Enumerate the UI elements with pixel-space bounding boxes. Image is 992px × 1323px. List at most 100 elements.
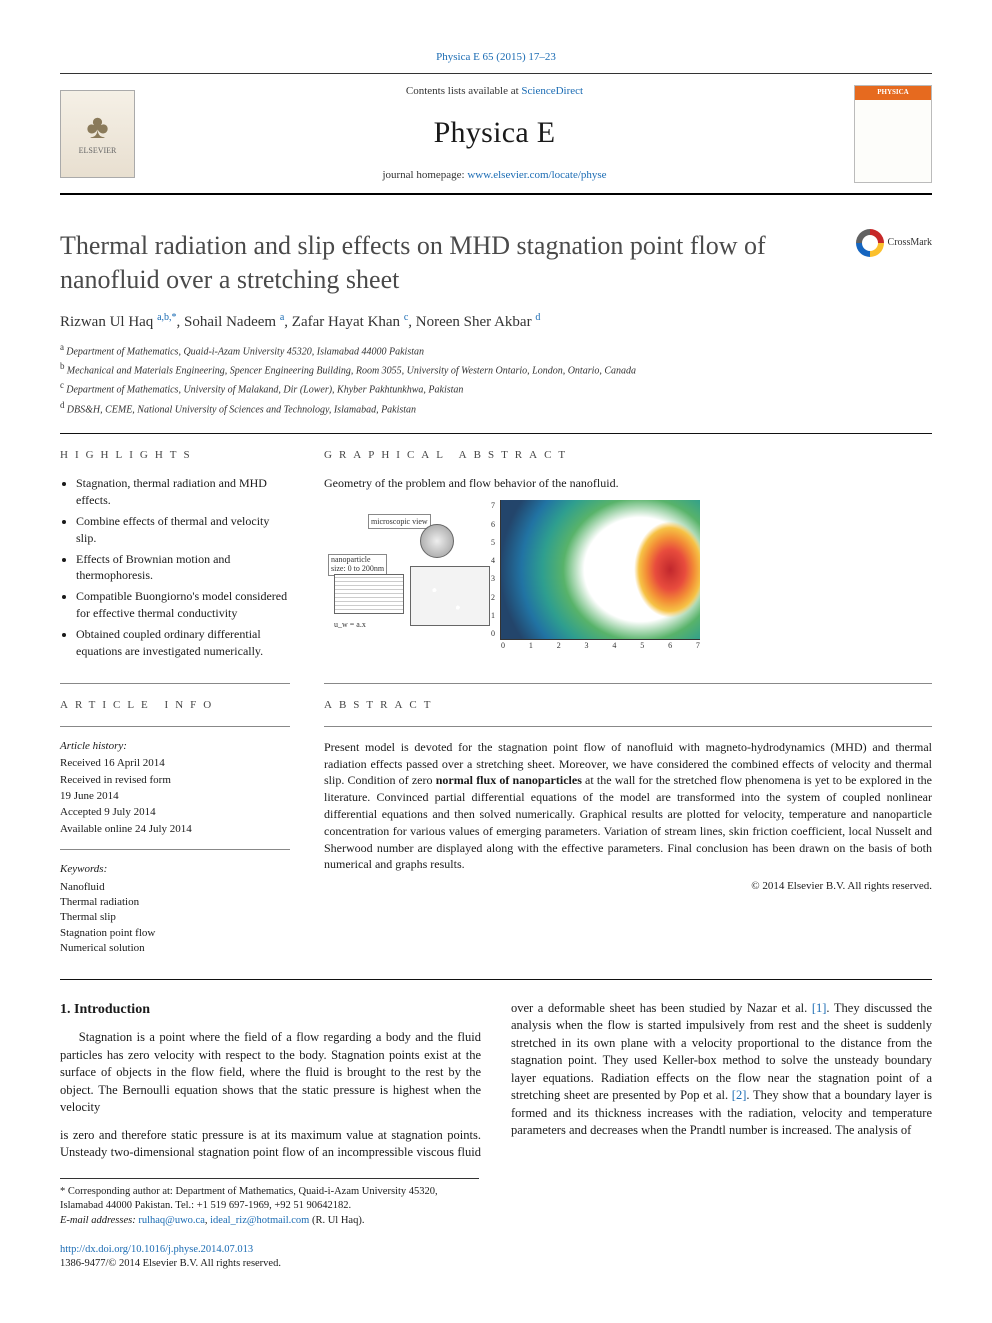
history-line: Received 16 April 2014 [60,756,290,771]
journal-name: Physica E [149,112,840,154]
xtick: 4 [612,640,616,651]
abstract-bold: normal flux of nanoparticles [436,773,582,787]
authors-line: Rizwan Ul Haq a,b,*, Sohail Nadeem a, Za… [60,311,932,333]
affiliation-line: d DBS&H, CEME, National University of Sc… [60,399,932,417]
email-line: E-mail addresses: rulhaq@uwo.ca, ideal_r… [60,1214,479,1229]
journal-cover-thumb: PHYSICA [854,85,932,183]
abstract-text: Present model is devoted for the stagnat… [324,739,932,873]
highlight-item: Compatible Buongiorno's model considered… [76,588,290,622]
keyword-item: Thermal radiation [60,895,290,910]
elsevier-tree-icon: ♣ [86,111,108,145]
ga-schematic: microscopic view nanoparticle size: 0 to… [324,510,494,630]
issn-line: 1386-9477/© 2014 Elsevier B.V. All right… [60,1257,932,1272]
header-center: Contents lists available at ScienceDirec… [149,84,840,183]
article-info-label: ARTICLE INFO [60,698,290,713]
ga-box-right [410,566,490,626]
affil-text: DBS&H, CEME, National University of Scie… [67,404,416,415]
rule-left-mid [60,683,290,684]
affil-text: Mechanical and Materials Engineering, Sp… [67,365,636,376]
rule-abs-top [324,726,932,727]
article-info: Article history: Received 16 April 2014 R… [60,739,290,957]
cover-body [855,100,931,182]
keyword-item: Nanofluid [60,880,290,895]
email-2[interactable]: ideal_riz@hotmail.com [210,1215,309,1226]
keyword-item: Thermal slip [60,910,290,925]
history-line: Received in revised form [60,773,290,788]
author-affil-sup: d [535,312,540,323]
ytick: 5 [491,537,495,548]
affiliation-line: c Department of Mathematics, University … [60,379,932,397]
article-title: Thermal radiation and slip effects on MH… [60,229,840,297]
author-name: Rizwan Ul Haq [60,314,157,330]
rule-info-mid [60,849,290,850]
journal-header: ♣ ELSEVIER Contents lists available at S… [60,73,932,195]
affiliation-line: a Department of Mathematics, Quaid-i-Aza… [60,341,932,359]
affil-text: Department of Mathematics, Quaid-i-Azam … [66,346,424,357]
affil-text: Department of Mathematics, University of… [66,385,463,396]
keyword-item: Numerical solution [60,941,290,956]
highlight-item: Effects of Brownian motion and thermopho… [76,551,290,585]
rule-after-affil [60,433,932,434]
citation-text: Physica E 65 (2015) 17–23 [436,51,556,63]
homepage-link[interactable]: www.elsevier.com/locate/physe [467,169,606,181]
homepage-line: journal homepage: www.elsevier.com/locat… [149,168,840,183]
ytick: 0 [491,628,495,639]
ga-label-side: nanoparticle size: 0 to 200nm [328,554,387,576]
author-name: , Zafar Hayat Khan [284,314,404,330]
affiliations: a Department of Mathematics, Quaid-i-Aza… [60,341,932,417]
doi-link[interactable]: http://dx.doi.org/10.1016/j.physe.2014.0… [60,1244,253,1255]
keyword-item: Stagnation point flow [60,926,290,941]
author-name: , Noreen Sher Akbar [408,314,535,330]
ytick: 6 [491,519,495,530]
affil-sup: b [60,361,67,371]
history-line: Accepted 9 July 2014 [60,805,290,820]
ga-particle-icon [420,524,454,558]
ref-2[interactable]: [2] [732,1088,747,1102]
xtick: 7 [696,640,700,651]
ref-1[interactable]: [1] [812,1001,827,1015]
xtick: 2 [557,640,561,651]
ga-caption: Geometry of the problem and flow behavio… [324,475,932,492]
intro-heading: 1. Introduction [60,1000,481,1020]
history-line: 19 June 2014 [60,789,290,804]
highlight-item: Stagnation, thermal radiation and MHD ef… [76,475,290,509]
ga-xticks: 01234567 [501,640,700,651]
highlights-label: HIGHLIGHTS [60,448,290,463]
ga-yticks: 76543210 [491,500,495,639]
ga-contour-plot: 76543210 01234567 [500,500,700,640]
history-line: Available online 24 July 2014 [60,822,290,837]
doi-block: http://dx.doi.org/10.1016/j.physe.2014.0… [60,1243,932,1272]
elsevier-label: ELSEVIER [79,145,117,156]
ga-figure: microscopic view nanoparticle size: 0 to… [324,500,932,640]
affiliation-line: b Mechanical and Materials Engineering, … [60,360,932,378]
xtick: 3 [585,640,589,651]
keywords-label: Keywords: [60,862,290,877]
ytick: 2 [491,592,495,603]
ga-bottom-text: u_w = a.x [334,619,366,630]
contents-line: Contents lists available at ScienceDirec… [149,84,840,99]
affil-sup: d [60,400,67,410]
ytick: 4 [491,555,495,566]
citation-line: Physica E 65 (2015) 17–23 [60,50,932,65]
history-label: Article history: [60,739,290,754]
rule-right-mid [324,683,932,684]
xtick: 1 [529,640,533,651]
intro-p1: Stagnation is a point where the field of… [60,1029,481,1117]
crossmark-icon [856,229,884,257]
body-columns: 1. Introduction Stagnation is a point wh… [60,1000,932,1162]
xtick: 6 [668,640,672,651]
rule-info-top [60,726,290,727]
ga-box-left [334,574,404,614]
author-affil-sup: a,b,* [157,312,176,323]
highlight-item: Combine effects of thermal and velocity … [76,513,290,547]
cover-brand: PHYSICA [855,86,931,100]
highlights-list: Stagnation, thermal radiation and MHD ef… [60,475,290,659]
email-1[interactable]: rulhaq@uwo.ca [138,1215,205,1226]
graphical-abstract-label: GRAPHICAL ABSTRACT [324,448,932,463]
footnote-block: * Corresponding author at: Department of… [60,1178,479,1229]
crossmark-label: CrossMark [888,236,932,250]
ytick: 7 [491,500,495,511]
highlight-item: Obtained coupled ordinary differential e… [76,626,290,660]
crossmark-badge[interactable]: CrossMark [856,229,932,257]
sciencedirect-link[interactable]: ScienceDirect [521,85,583,97]
